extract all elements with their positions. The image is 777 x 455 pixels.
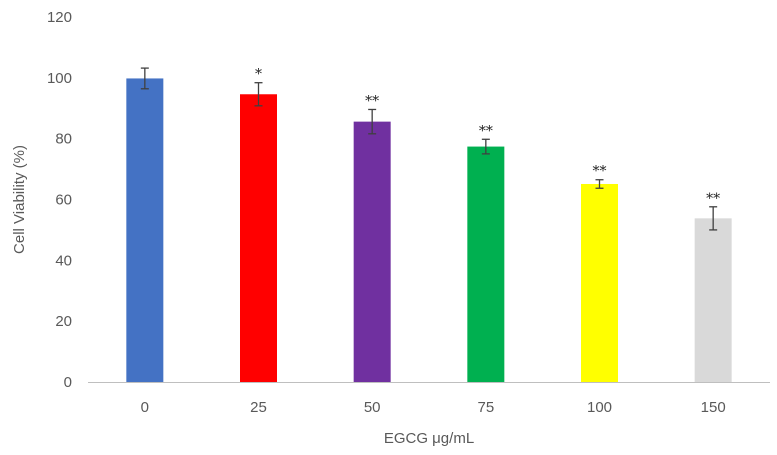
error-bar-75 <box>481 138 490 155</box>
significance-marker-100: ** <box>593 164 607 180</box>
significance-marker-50: ** <box>365 93 379 109</box>
y-tick-label: 100 <box>47 70 72 87</box>
x-tick-label: 100 <box>587 399 612 416</box>
bar-150 <box>694 218 732 382</box>
bars-group <box>126 78 732 383</box>
error-bar-0 <box>140 67 149 90</box>
error-bar-150 <box>709 206 718 231</box>
bar-100 <box>581 183 618 382</box>
significance-marker-75: ** <box>479 123 493 139</box>
error-bars-group <box>140 67 718 231</box>
bar-0 <box>126 78 164 383</box>
x-axis-title: EGCG μg/mL <box>384 430 474 447</box>
significance-marker-150: ** <box>706 191 720 207</box>
x-tick-label: 150 <box>701 399 726 416</box>
y-axis-title: Cell Viability (%) <box>11 145 28 254</box>
x-tick-label: 75 <box>477 399 494 416</box>
bar-50 <box>353 121 391 382</box>
y-tick-label: 40 <box>55 252 72 269</box>
x-tick-label: 25 <box>250 399 267 416</box>
bar-25 <box>240 94 277 382</box>
error-bar-50 <box>368 108 377 135</box>
x-tick-label: 0 <box>141 399 149 416</box>
significance-group: ********* <box>255 67 720 207</box>
y-tick-label: 0 <box>64 374 72 391</box>
y-tick-label: 120 <box>47 9 72 26</box>
error-bar-25 <box>254 82 263 107</box>
y-tick-label: 80 <box>55 131 72 148</box>
bar-75 <box>467 146 505 382</box>
error-bar-100 <box>595 179 604 189</box>
x-tick-label: 50 <box>364 399 381 416</box>
y-axis: 0 20 40 60 80 100 120 <box>47 9 72 391</box>
x-axis: 0 25 50 75 100 150 <box>141 399 726 416</box>
y-tick-label: 60 <box>55 192 72 209</box>
significance-marker-25: * <box>255 67 262 83</box>
y-tick-label: 20 <box>55 313 72 330</box>
